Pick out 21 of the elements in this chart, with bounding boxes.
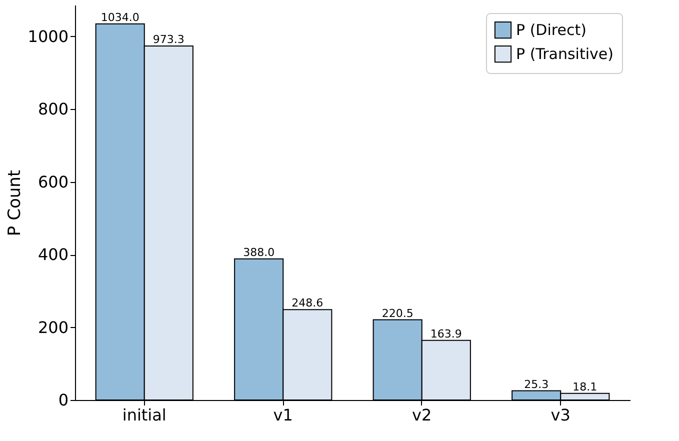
y-tick-label: 800 — [38, 100, 68, 119]
y-axis-title: P Count — [4, 170, 25, 236]
y-tick-label: 0 — [58, 390, 68, 410]
data-label: 18.1 — [572, 380, 598, 394]
legend-label: P (Direct) — [516, 21, 586, 39]
data-label: 973.3 — [152, 32, 184, 46]
x-tick-label: v1 — [273, 406, 293, 424]
data-label: 1034.0 — [100, 10, 140, 24]
data-label: 163.9 — [430, 327, 462, 340]
x-tick-label: v3 — [550, 406, 570, 424]
y-tick-label: 400 — [38, 245, 68, 264]
data-label: 248.6 — [292, 296, 324, 310]
data-label: 220.5 — [382, 306, 414, 320]
legend-label: P (Transitive) — [516, 45, 614, 63]
y-tick-label: 200 — [38, 318, 68, 337]
x-tick-label: v2 — [412, 406, 432, 424]
x-tick-label: initial — [122, 406, 166, 424]
y-tick-label: 600 — [38, 172, 68, 192]
data-label: 388.0 — [243, 246, 275, 259]
data-label: 25.3 — [524, 378, 549, 391]
y-tick-label: 1000 — [28, 26, 68, 46]
